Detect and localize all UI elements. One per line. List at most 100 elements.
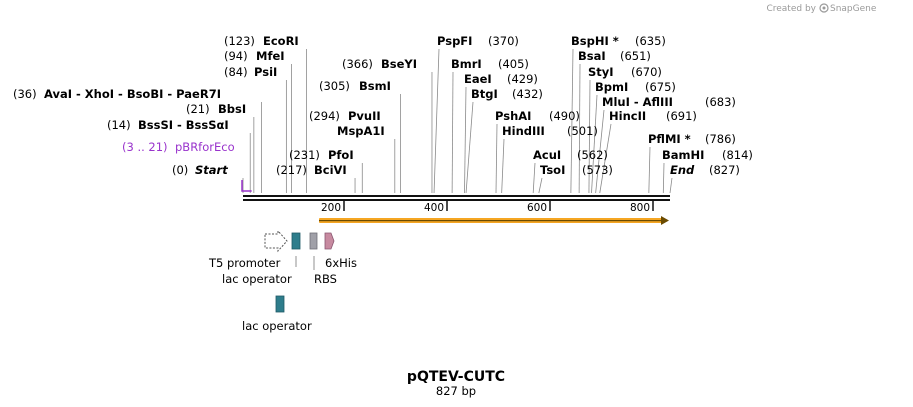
site-bamhi[interactable]: (814) BamHI (662, 148, 753, 162)
site-position: (231) (289, 148, 320, 162)
rbs-icon[interactable] (309, 232, 318, 250)
site-psii[interactable]: (84) PsiI (224, 65, 277, 79)
site-position: (370) (488, 34, 519, 48)
site-name: TsoI (540, 163, 565, 177)
site-leader (591, 94, 598, 194)
site-btgi[interactable]: (432) BtgI (471, 87, 543, 101)
site-position: (490) (549, 109, 580, 123)
site-acui[interactable]: (562) AcuI (533, 148, 608, 162)
site-leader (464, 86, 467, 194)
site-name: AcuI (533, 148, 561, 162)
site-bsphi[interactable]: (635) BspHI * (571, 34, 666, 48)
ruler-tick-600: 600 (527, 201, 551, 214)
site-name: EaeI (464, 72, 492, 86)
site-bsmi[interactable]: (305) BsmI (319, 79, 391, 93)
site-pflmi[interactable]: (786) PflMI * (648, 132, 736, 146)
ruler-label-400: 400 (424, 202, 444, 214)
site-pshai[interactable]: (490) PshAI (495, 109, 580, 123)
site-position: (675) (645, 80, 676, 94)
site-avai[interactable]: (36) AvaI - XhoI - BsoBI - PaeR7I (13, 87, 221, 101)
site-leader (669, 177, 673, 194)
primer-range: (3 .. 21) (122, 140, 168, 154)
site-leader (662, 162, 665, 194)
site-name: BspHI * (571, 34, 619, 48)
site-name: PshAI (495, 109, 531, 123)
site-position: (670) (631, 65, 662, 79)
site-position: (683) (705, 95, 736, 109)
site-bseyi[interactable]: (366) BseYI (342, 57, 417, 71)
site-leader (599, 123, 612, 194)
site-bcivi[interactable]: (217) BciVI (276, 163, 347, 177)
site-leader (595, 109, 605, 194)
site-ecori[interactable]: (123) EcoRI (224, 34, 299, 48)
site-bmri[interactable]: (405) BmrI (451, 57, 529, 71)
ruler: 200 400 600 800 (321, 201, 654, 214)
lac-operator-1-icon[interactable] (291, 232, 301, 250)
site-leader (501, 138, 505, 194)
site-position: (217) (276, 163, 307, 177)
site-name: MspA1I (337, 124, 385, 138)
site-leader (538, 177, 543, 194)
site-name: MluI - AflIII (602, 95, 673, 109)
site-position: (501) (567, 124, 598, 138)
site-tsoi[interactable]: (573) TsoI (540, 163, 613, 177)
site-name: Start (195, 163, 228, 177)
ruler-tick-400: 400 (424, 201, 448, 214)
site-bbsi[interactable]: (21) BbsI (186, 102, 246, 116)
rbs-label: RBS (314, 272, 337, 286)
site-position: (432) (512, 87, 543, 101)
feature-orf[interactable] (319, 216, 669, 225)
site-eaei[interactable]: (429) EaeI (464, 72, 538, 86)
site-bpmi[interactable]: (675) BpmI (595, 80, 676, 94)
t5-promoter-icon[interactable] (264, 229, 288, 253)
site-bsai[interactable]: (651) BsaI (578, 49, 651, 63)
site-name: StyI (588, 65, 614, 79)
site-bsssi[interactable]: (14) BssSI - BssSαI (107, 118, 229, 132)
6xhis-tag-icon[interactable] (324, 232, 335, 250)
site-name: HindIII (502, 124, 545, 138)
site-position: (691) (666, 109, 697, 123)
site-mfei[interactable]: (94) MfeI (224, 49, 285, 63)
site-name: AvaI - XhoI - BsoBI - PaeR7I (44, 87, 221, 101)
site-position: (651) (620, 49, 651, 63)
site-name: PfoI (328, 148, 354, 162)
site-styi[interactable]: (670) StyI (588, 65, 662, 79)
site-mlui[interactable]: (683) MluI - AflIII (602, 95, 736, 109)
primer-name[interactable]: pBRforEco (175, 140, 235, 154)
site-leader (578, 63, 581, 194)
site-position: (635) (635, 34, 666, 48)
site-start[interactable]: (0) Start (172, 163, 228, 177)
credit-prefix: Created by (766, 4, 816, 14)
plasmid-title: pQTEV-CUTC (407, 369, 505, 385)
site-leader (588, 79, 591, 194)
site-end[interactable]: (827) End (670, 163, 740, 177)
site-hincii[interactable]: (691) HincII (609, 109, 697, 123)
site-pspfi[interactable]: (370) PspFI (437, 34, 519, 48)
site-name: BtgI (471, 87, 498, 101)
site-pfoi[interactable]: (231) PfoI (289, 148, 354, 162)
site-position: (366) (342, 57, 373, 71)
site-position: (562) (577, 148, 608, 162)
site-name: BamHI (662, 148, 704, 162)
site-position: (405) (498, 57, 529, 71)
site-position: (84) (224, 65, 248, 79)
site-name: BseYI (381, 57, 417, 71)
site-name: BmrI (451, 57, 482, 71)
site-name: BssSI - BssSαI (138, 118, 229, 132)
site-position: (94) (224, 49, 248, 63)
ruler-tick-200: 200 (321, 201, 345, 214)
site-name: PsiI (254, 65, 277, 79)
site-position: (21) (186, 102, 210, 116)
element-leaders (295, 256, 315, 270)
lac-operator-2-label: lac operator (242, 319, 312, 333)
ruler-label-200: 200 (321, 202, 341, 214)
site-leader (465, 101, 474, 194)
primer-pBRforEco[interactable] (241, 180, 252, 192)
lac-operator-2-icon[interactable] (275, 295, 285, 313)
6xhis-label: 6xHis (325, 256, 357, 270)
site-hindiii[interactable]: (501) HindIII (502, 124, 598, 138)
site-name: BpmI (595, 80, 628, 94)
restriction-site-labels: (0) Start (14) BssSI - BssSαI (21) BbsI (36) Av… (13, 34, 753, 177)
